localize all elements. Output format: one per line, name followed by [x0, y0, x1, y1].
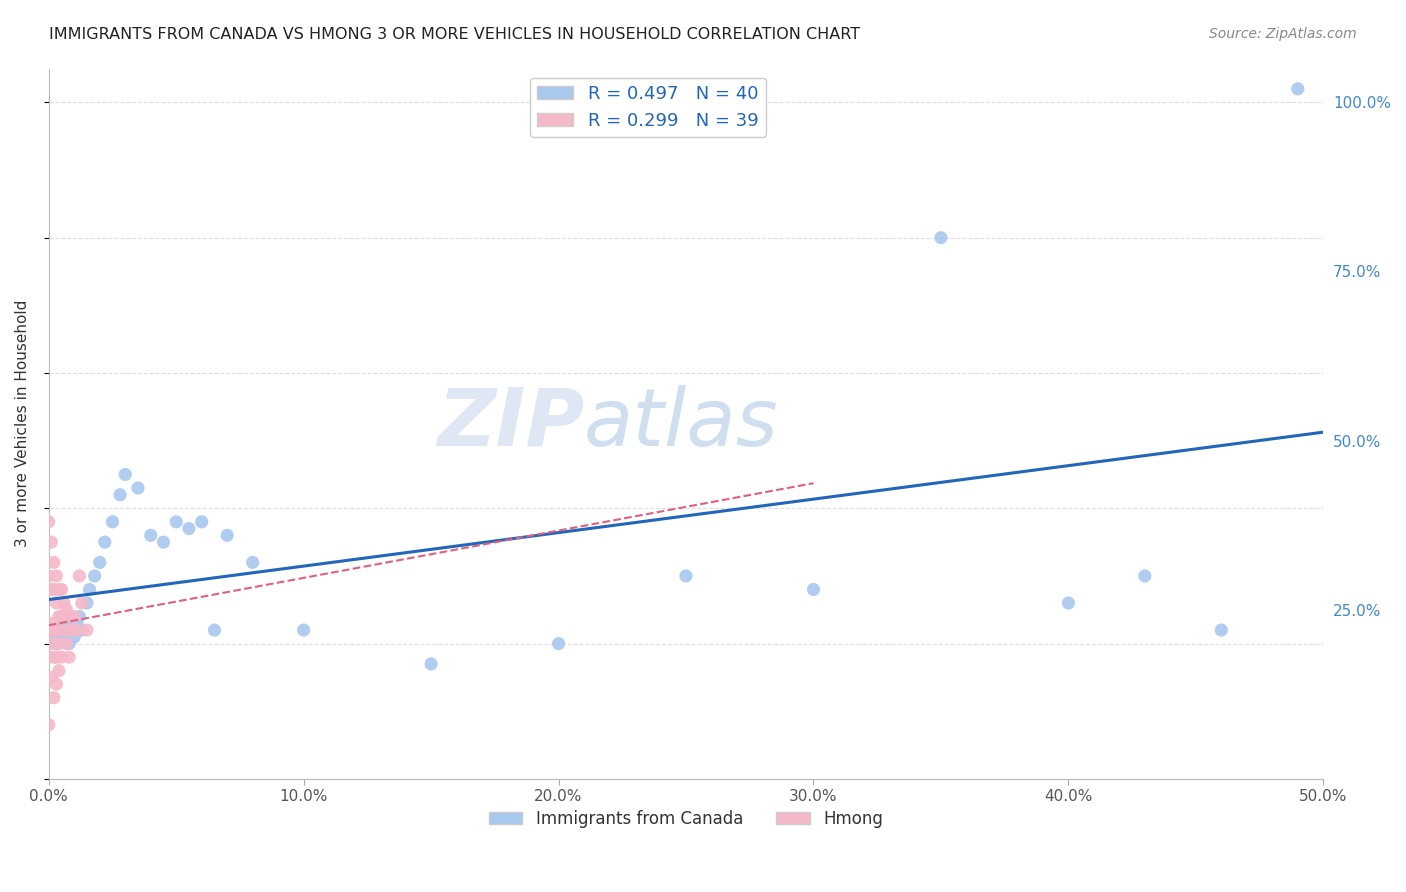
Point [38, 569, 60, 583]
Point [39, 535, 62, 549]
Point [48, 637, 70, 651]
Point [60, 623, 83, 637]
Point [66, 623, 89, 637]
Point [76, 596, 98, 610]
Point [42, 690, 65, 705]
Point [1057, 596, 1080, 610]
Point [51, 609, 73, 624]
Point [53, 623, 76, 637]
Point [55, 623, 77, 637]
Point [60, 623, 83, 637]
Point [79, 582, 101, 597]
Point [217, 528, 239, 542]
Point [39, 670, 62, 684]
Point [1133, 569, 1156, 583]
Point [204, 623, 226, 637]
Point [83, 569, 105, 583]
Y-axis label: 3 or more Vehicles in Household: 3 or more Vehicles in Household [15, 300, 30, 548]
Point [547, 637, 569, 651]
Text: IMMIGRANTS FROM CANADA VS HMONG 3 OR MORE VEHICLES IN HOUSEHOLD CORRELATION CHAR: IMMIGRANTS FROM CANADA VS HMONG 3 OR MOR… [49, 27, 860, 42]
Point [108, 488, 131, 502]
Point [242, 556, 264, 570]
Point [101, 515, 124, 529]
Point [177, 522, 200, 536]
Point [45, 637, 67, 651]
Point [292, 623, 315, 637]
Point [89, 556, 111, 570]
Point [152, 535, 174, 549]
Point [38, 623, 60, 637]
Point [39, 582, 62, 597]
Point [39, 637, 62, 651]
Point [190, 515, 212, 529]
Point [53, 616, 76, 631]
Text: ZIP: ZIP [437, 384, 583, 463]
Point [58, 650, 80, 665]
Point [1286, 82, 1309, 96]
Point [42, 556, 65, 570]
Point [58, 637, 80, 651]
Point [94, 535, 117, 549]
Point [48, 623, 70, 637]
Point [39, 616, 62, 631]
Point [139, 528, 162, 542]
Legend: Immigrants from Canada, Hmong: Immigrants from Canada, Hmong [482, 803, 890, 835]
Point [67, 569, 90, 583]
Point [38, 650, 60, 665]
Point [45, 596, 67, 610]
Point [55, 603, 77, 617]
Point [67, 609, 90, 624]
Point [675, 569, 697, 583]
Point [420, 657, 443, 671]
Point [1211, 623, 1233, 637]
Point [51, 650, 73, 665]
Point [58, 609, 80, 624]
Point [63, 609, 86, 624]
Text: atlas: atlas [583, 384, 779, 463]
Point [51, 582, 73, 597]
Point [48, 664, 70, 678]
Point [803, 582, 825, 597]
Text: Source: ZipAtlas.com: Source: ZipAtlas.com [1209, 27, 1357, 41]
Point [45, 650, 67, 665]
Point [76, 623, 98, 637]
Point [66, 616, 89, 631]
Point [42, 650, 65, 665]
Point [53, 596, 76, 610]
Point [51, 630, 73, 644]
Point [63, 630, 86, 644]
Point [45, 623, 67, 637]
Point [48, 609, 70, 624]
Point [70, 596, 93, 610]
Point [45, 677, 67, 691]
Point [929, 230, 952, 244]
Point [70, 623, 93, 637]
Point [42, 582, 65, 597]
Point [39, 623, 62, 637]
Point [38, 515, 60, 529]
Point [165, 515, 187, 529]
Point [38, 718, 60, 732]
Point [55, 637, 77, 651]
Point [48, 582, 70, 597]
Point [42, 623, 65, 637]
Point [114, 467, 136, 482]
Point [45, 569, 67, 583]
Point [127, 481, 149, 495]
Point [42, 630, 65, 644]
